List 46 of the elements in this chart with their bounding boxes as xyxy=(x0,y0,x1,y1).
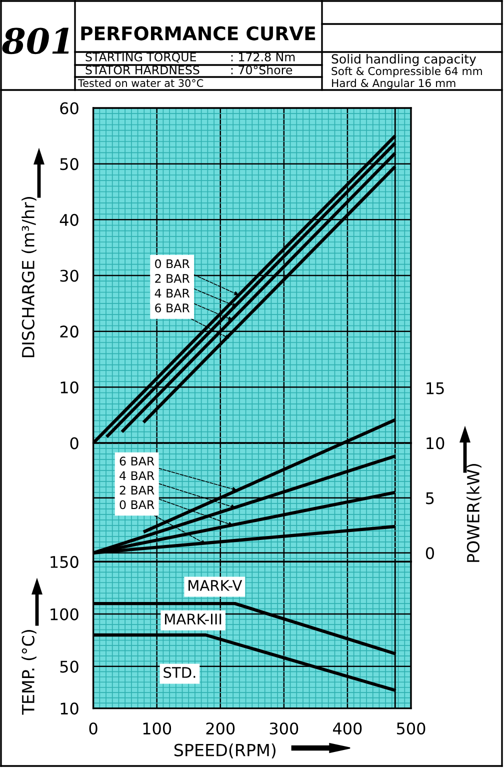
text: Hard & Angular 16 mm xyxy=(332,78,456,90)
x-tick-label: 100 xyxy=(143,722,172,735)
y-tick-label: 60 xyxy=(60,102,78,114)
text: Soft & Compressible 64 mm xyxy=(332,66,482,78)
text: STARTING TORQUE xyxy=(86,52,196,63)
y-tick-label: 10 xyxy=(60,702,78,715)
x-tick-label: 300 xyxy=(270,722,298,735)
x-tick-label: 500 xyxy=(396,722,426,735)
x-tick-label: 200 xyxy=(206,722,235,735)
y-tick-label: 50 xyxy=(60,158,78,170)
y-axis-title: POWER(kW) xyxy=(466,464,482,562)
annotation: MARK-V xyxy=(188,580,242,591)
y-tick-label: 30 xyxy=(60,270,78,282)
y-tick-label: 40 xyxy=(60,214,78,226)
annotation: 6 BAR xyxy=(120,456,154,466)
annotation: 2 BAR xyxy=(120,486,154,494)
x-tick-label: 0 xyxy=(89,722,98,735)
y-axis-title: DISCHARGE (m³/hr) xyxy=(22,197,36,358)
annotation: 4 BAR xyxy=(154,288,190,298)
y-tick-label: 20 xyxy=(60,326,78,338)
y-axis-title: TEMP. (°C) xyxy=(22,630,36,715)
y-tick-label: 50 xyxy=(60,660,78,673)
x-axis-title: SPEED(RPM) xyxy=(174,744,276,758)
y-tick-label: 0 xyxy=(70,437,78,450)
y-tick-label: 0 xyxy=(426,547,434,560)
y-tick-label: 5 xyxy=(426,492,434,504)
chart-title: PERFORMANCE CURVE xyxy=(81,26,316,40)
text: : 172.8 Nm xyxy=(231,52,295,62)
y-tick-label: 15 xyxy=(426,382,444,394)
text: 801 xyxy=(2,28,69,54)
annotation: 2 BAR xyxy=(155,274,190,283)
y-tick-label: 150 xyxy=(50,556,78,568)
annotation: 6 BAR xyxy=(155,303,190,312)
annotation: 0 BAR xyxy=(120,500,154,510)
y-tick-label: 10 xyxy=(426,437,444,450)
annotation: STD. xyxy=(164,666,196,678)
text: : 70°Shore xyxy=(231,65,292,74)
annotation: 4 BAR xyxy=(120,471,154,480)
y-tick-label: 10 xyxy=(60,381,78,394)
y-tick-label: 100 xyxy=(50,608,78,620)
text: STATOR HARDNESS xyxy=(86,65,200,74)
annotation: MARK-III xyxy=(165,614,222,624)
x-tick-label: 400 xyxy=(333,722,362,735)
text: Tested on water at 30°C xyxy=(78,78,204,88)
text: Solid handling capacity xyxy=(332,54,476,66)
annotation: 0 BAR xyxy=(155,259,190,268)
